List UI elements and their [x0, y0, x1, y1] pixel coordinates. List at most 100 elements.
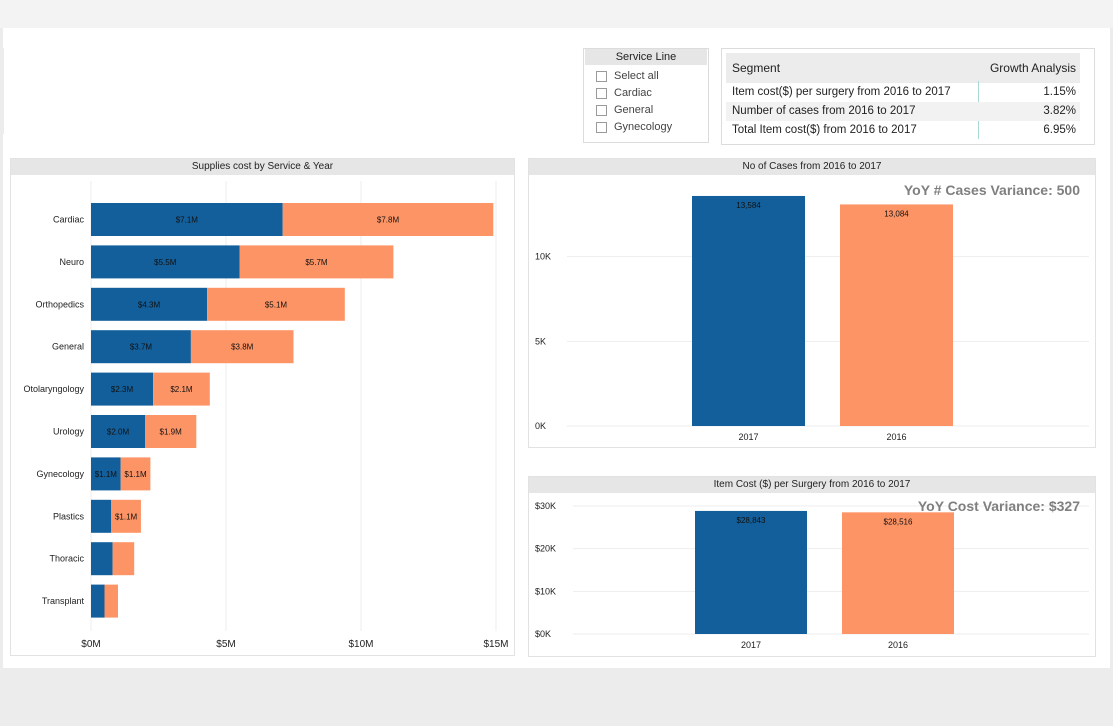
data-label: $5.1M — [265, 300, 288, 309]
data-label: $28,843 — [737, 516, 766, 525]
bar[interactable] — [842, 512, 954, 634]
x-tick-label: $0M — [81, 639, 100, 650]
bar-segment[interactable] — [91, 457, 121, 491]
checkbox-icon[interactable] — [596, 71, 607, 82]
header-segment[interactable]: Segment — [732, 61, 781, 75]
x-tick-label: $15M — [483, 639, 508, 650]
slicer-option-select-all[interactable]: Select all — [584, 68, 708, 85]
bar-segment[interactable] — [91, 330, 191, 364]
growth-analysis-table: Segment Growth Analysis Item cost($) per… — [721, 48, 1095, 145]
growth-cell: 1.15% — [1043, 86, 1076, 98]
table-row[interactable]: Item cost($) per surgery from 2016 to 20… — [726, 83, 1080, 102]
cases-panel[interactable]: No of Cases from 2016 to 2017 0K 5K 10K 13,… — [528, 158, 1096, 448]
category-label: Thoracic — [49, 554, 84, 564]
bar-segment[interactable] — [91, 287, 208, 321]
left-strip — [0, 48, 4, 134]
data-label: $7.8M — [377, 216, 400, 225]
bar-segment[interactable] — [91, 584, 105, 618]
bar-segment[interactable] — [91, 372, 154, 406]
header-growth-analysis[interactable]: Growth Analysis — [989, 61, 1076, 75]
slicer-option-gynecology[interactable]: Gynecology — [584, 119, 708, 136]
y-tick-label: $10K — [535, 586, 556, 596]
supplies-cost-chart[interactable]: $0M $5M $10M $15M Cardiac $7.1M $7.8M Neuro $5.5… — [11, 159, 514, 655]
bar-segment[interactable] — [145, 415, 197, 448]
category-label: Neuro — [59, 257, 84, 267]
bar-segment[interactable] — [91, 542, 113, 576]
data-label: 13,084 — [884, 209, 909, 218]
growth-cell: 3.82% — [1043, 105, 1076, 117]
data-label: $7.1M — [176, 216, 199, 225]
bar[interactable] — [840, 204, 953, 426]
x-tick-label: $5M — [216, 639, 235, 650]
y-tick-label: 5K — [535, 336, 546, 346]
variance-annotation: YoY # Cases Variance: 500 — [904, 182, 1080, 198]
category-label: Gynecology — [36, 469, 84, 479]
bar-segment[interactable] — [239, 245, 394, 279]
slicer-option-label: General — [614, 104, 654, 116]
category-label: Urology — [53, 427, 85, 437]
category-label: 2017 — [741, 640, 761, 650]
bar-segment[interactable] — [104, 584, 119, 618]
bar-segment[interactable] — [207, 287, 345, 321]
x-tick-label: $10M — [348, 639, 373, 650]
data-label: $1.1M — [95, 470, 118, 479]
bar-segment[interactable] — [91, 415, 145, 448]
y-tick-label: $0K — [535, 629, 551, 639]
supplies-cost-panel[interactable]: Supplies cost by Service & Year $0M $5M $1… — [10, 158, 515, 656]
chart-title: Item Cost ($) per Surgery from 2016 to 2… — [529, 477, 1095, 493]
bar-segment[interactable] — [91, 499, 112, 533]
category-label: Plastics — [53, 511, 85, 521]
bar-segment[interactable] — [282, 203, 494, 236]
checkbox-icon[interactable] — [596, 122, 607, 133]
bottom-band — [0, 668, 1113, 726]
service-line-slicer: Service Line Select all Cardiac General … — [583, 48, 709, 143]
item-cost-panel[interactable]: Item Cost ($) per Surgery from 2016 to 2… — [528, 476, 1096, 657]
bar-segment[interactable] — [190, 330, 294, 364]
checkbox-icon[interactable] — [596, 105, 607, 116]
data-label: $5.5M — [154, 258, 177, 267]
y-tick-label: 0K — [535, 421, 546, 431]
bar[interactable] — [695, 510, 807, 634]
category-label: 2017 — [738, 432, 758, 442]
bar-segment[interactable] — [91, 203, 283, 236]
category-label: Cardiac — [53, 215, 85, 225]
category-label: Orthopedics — [35, 299, 84, 309]
y-tick-label: $20K — [535, 544, 556, 554]
bar-segment[interactable] — [120, 457, 151, 491]
bar-segment[interactable] — [91, 245, 240, 279]
data-label: $4.3M — [138, 300, 161, 309]
segment-cell: Item cost($) per surgery from 2016 to 20… — [732, 86, 951, 98]
table-row[interactable]: Total Item cost($) from 2016 to 2017 6.9… — [726, 121, 1080, 140]
bar-segment[interactable] — [111, 499, 141, 533]
table-header-row: Segment Growth Analysis — [726, 53, 1080, 83]
bar-segment[interactable] — [112, 542, 135, 576]
data-label: $3.8M — [231, 343, 254, 352]
category-label: 2016 — [888, 640, 908, 650]
segment-cell: Total Item cost($) from 2016 to 2017 — [732, 124, 917, 136]
data-label: $2.1M — [170, 385, 193, 394]
variance-annotation: YoY Cost Variance: $327 — [918, 498, 1080, 514]
checkbox-icon[interactable] — [596, 88, 607, 99]
data-label: 13,584 — [736, 201, 761, 210]
data-label: $28,516 — [884, 517, 913, 526]
category-label: Transplant — [42, 596, 85, 606]
slicer-option-cardiac[interactable]: Cardiac — [584, 85, 708, 102]
slicer-option-general[interactable]: General — [584, 102, 708, 119]
category-label: Otolaryngology — [23, 384, 84, 394]
item-cost-chart[interactable]: $0K $10K $20K $30K $28,843 2017 $28,516 2016 YoY… — [529, 477, 1095, 656]
bar[interactable] — [692, 195, 805, 426]
data-label: $2.0M — [107, 428, 130, 437]
data-label: $1.1M — [115, 512, 138, 521]
segment-cell: Number of cases from 2016 to 2017 — [732, 105, 916, 117]
data-label: $1.9M — [160, 428, 183, 437]
bar-segment[interactable] — [153, 372, 210, 406]
cases-chart[interactable]: 0K 5K 10K 13,584 2017 13,084 2016 YoY # Cases V… — [529, 159, 1095, 447]
data-label: $2.3M — [111, 385, 134, 394]
category-label: General — [52, 342, 84, 352]
y-tick-label: 10K — [535, 252, 551, 262]
table-row[interactable]: Number of cases from 2016 to 2017 3.82% — [726, 102, 1080, 121]
growth-cell: 6.95% — [1043, 124, 1076, 136]
y-tick-label: $30K — [535, 501, 556, 511]
chart-title: No of Cases from 2016 to 2017 — [529, 159, 1095, 175]
